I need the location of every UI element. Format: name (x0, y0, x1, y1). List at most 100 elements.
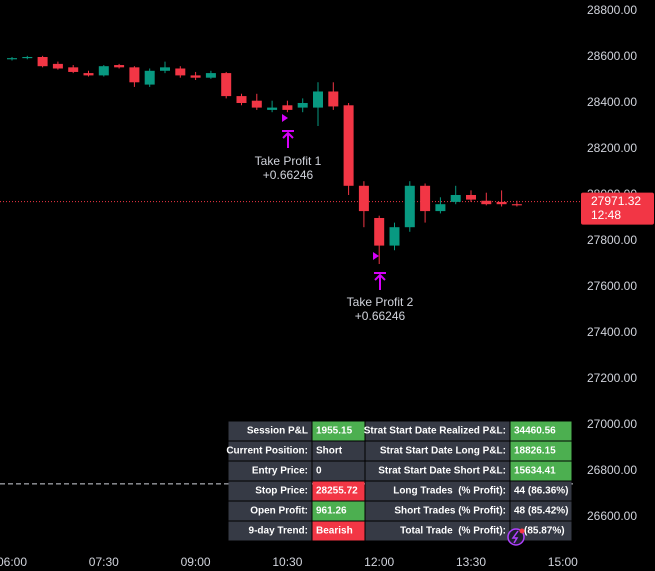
table-cell (510, 521, 572, 541)
candle-body (313, 91, 323, 108)
table-cell (365, 461, 510, 481)
y-tick-label: 27200.00 (587, 371, 637, 385)
candle-body (22, 56, 33, 59)
candle-body (37, 56, 48, 67)
table-cell (228, 441, 312, 461)
table-value: 1955.15 (316, 426, 353, 437)
icon-dot (519, 528, 525, 534)
y-tick-label: 26600.00 (587, 509, 637, 523)
candle-body (343, 105, 354, 186)
table-value: 18826.15 (514, 446, 556, 457)
table-value: 28255.72 (316, 486, 358, 497)
table-value: 48 (85.42%) (514, 506, 568, 517)
price-label-box (581, 192, 654, 225)
candle-body (435, 204, 446, 212)
candle-body (328, 91, 339, 107)
candle-body (358, 185, 369, 212)
table-cell (365, 441, 510, 461)
candle-body (496, 201, 507, 205)
icon (507, 528, 525, 546)
candle-body (7, 58, 17, 60)
exit-arrow (374, 272, 386, 290)
table-cell (312, 441, 365, 461)
table-cell (510, 441, 572, 461)
entry-marker (373, 252, 379, 260)
table-value: 34460.56 (514, 426, 556, 437)
annotation-text: +0.66246 (263, 168, 314, 182)
table-cell (312, 481, 365, 501)
price-label: 27971.32 (591, 194, 641, 208)
table-cell (312, 461, 365, 481)
x-tick-label: 15:00 (548, 555, 578, 569)
candle-body (144, 70, 155, 85)
table-label: Strat Start Date Short P&L: (378, 466, 506, 477)
candle-body (404, 185, 415, 228)
x-tick-label: 12:00 (364, 555, 394, 569)
table-cell (510, 421, 572, 441)
table-cell (228, 461, 312, 481)
countdown: 12:48 (591, 208, 621, 222)
table-label: Stop Price: (255, 486, 308, 497)
candle-body (129, 67, 140, 83)
candle-body (114, 65, 125, 68)
table-cell (510, 481, 572, 501)
table-value: 15634.41 (514, 466, 556, 477)
table-value: 44 (86.36%) (514, 486, 568, 497)
table-label: Open Profit: (250, 506, 308, 517)
y-tick-label: 28200.00 (587, 141, 637, 155)
table-cell (510, 501, 572, 521)
entry-marker (282, 114, 288, 122)
table-label: Current Position: (226, 446, 308, 457)
table-cell (228, 421, 312, 441)
icon-bolt (511, 530, 519, 544)
candle-body (481, 200, 492, 205)
candle-body (511, 204, 522, 206)
candle-body (282, 105, 293, 110)
candle-body (420, 185, 431, 212)
table-cell (365, 481, 510, 501)
candle-body (205, 73, 216, 78)
table-label: Session P&L (247, 426, 308, 437)
table-cell (228, 501, 312, 521)
y-tick-label: 27800.00 (587, 233, 637, 247)
candle-body (98, 66, 109, 76)
annotation-text: +0.66246 (355, 309, 406, 323)
y-tick-label: 27400.00 (587, 325, 637, 339)
price-axis (580, 0, 655, 571)
candle-body (175, 68, 186, 76)
table-cell (365, 521, 510, 541)
table-value: 0 (316, 466, 322, 477)
table-label: Total Trade (% Profit): (400, 526, 506, 537)
candle-body (450, 194, 461, 202)
candle-body (267, 107, 278, 110)
table-cell (365, 421, 510, 441)
candle-body (221, 73, 232, 97)
table-cell (312, 421, 365, 441)
table-label: Short Trades (% Profit): (394, 506, 506, 517)
table-cell (228, 481, 312, 501)
table-label: Long Trades (% Profit): (393, 486, 506, 497)
candle-body (389, 227, 400, 246)
candle-body (68, 67, 79, 72)
x-tick-label: 07:30 (89, 555, 119, 569)
table-value: 961.26 (316, 506, 347, 517)
y-tick-label: 27600.00 (587, 279, 637, 293)
table-cell (365, 501, 510, 521)
exit-arrow (282, 130, 294, 148)
y-tick-label: 28400.00 (587, 95, 637, 109)
x-tick-label: 13:30 (456, 555, 486, 569)
table-value: Bearish (316, 526, 353, 537)
y-tick-label: 28800.00 (587, 3, 637, 17)
table-value: Short (316, 446, 343, 457)
table-cell (312, 501, 365, 521)
table-value: (85.87%) (524, 526, 565, 537)
y-tick-label: 26800.00 (587, 463, 637, 477)
candle-body (52, 63, 63, 69)
y-tick-label: 27000.00 (587, 417, 637, 431)
table-label: Entry Price: (252, 466, 308, 477)
candle-body (83, 73, 94, 76)
annotation-label: Take Profit 2 (347, 295, 414, 309)
table-label: 9-day Trend: (249, 526, 308, 537)
candle-body (190, 75, 201, 78)
